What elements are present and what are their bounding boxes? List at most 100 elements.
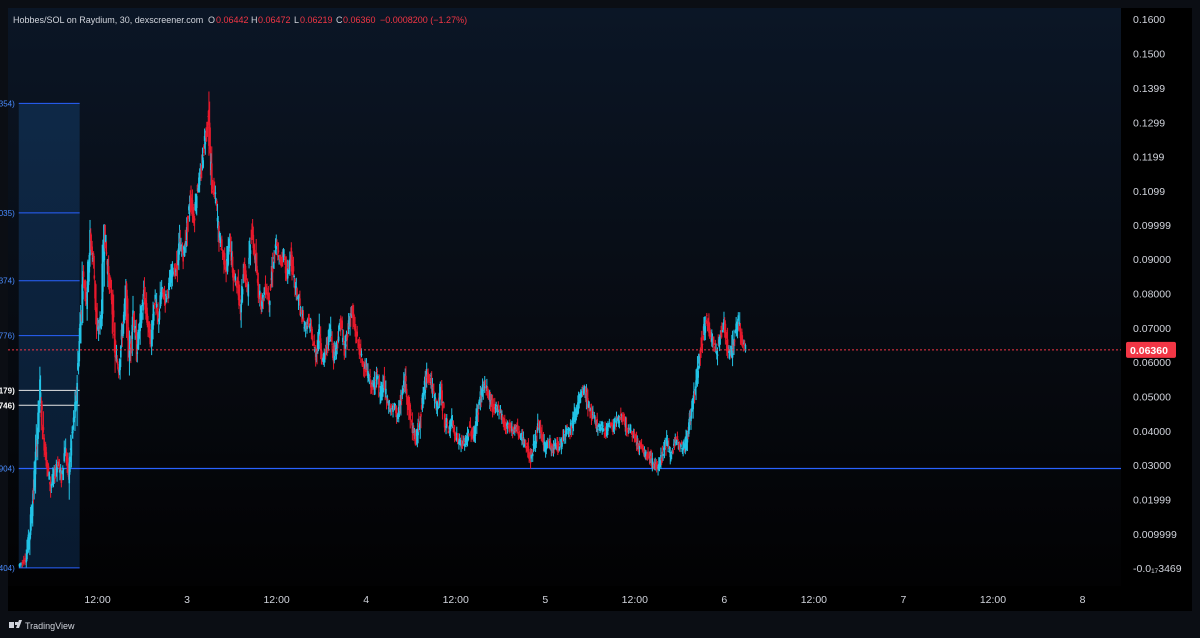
candle-body bbox=[664, 443, 667, 445]
candle-body bbox=[147, 321, 150, 324]
candle-body bbox=[564, 430, 566, 433]
candle-body bbox=[591, 410, 593, 414]
candle-body bbox=[377, 385, 380, 388]
candle-body bbox=[530, 454, 533, 459]
candle-body bbox=[695, 380, 697, 388]
candle-body bbox=[132, 315, 135, 327]
price-tick-label: 0.03000 bbox=[1133, 460, 1171, 472]
tradingview-logo[interactable]: TradingView bbox=[9, 620, 75, 631]
candle-body bbox=[458, 438, 461, 440]
candle-body bbox=[454, 433, 457, 440]
change-value: −0.0008200 (−1.27%) bbox=[380, 15, 467, 25]
candle-body bbox=[356, 331, 359, 337]
candle-body bbox=[476, 414, 479, 422]
candle-body bbox=[258, 290, 261, 298]
candle-body bbox=[196, 184, 199, 191]
price-axis[interactable] bbox=[1121, 8, 1192, 586]
candle-body bbox=[662, 453, 664, 456]
plot-area[interactable] bbox=[8, 8, 1121, 586]
candle-body bbox=[68, 462, 71, 484]
candle-body bbox=[205, 129, 208, 132]
candle-body bbox=[352, 313, 355, 321]
candle-body bbox=[180, 244, 182, 250]
time-tick-label: 12:00 bbox=[443, 594, 469, 606]
candle-body bbox=[103, 246, 106, 261]
candle-body bbox=[493, 404, 496, 406]
candle-body bbox=[602, 425, 604, 427]
fibonacci-retracement[interactable]: 0 (0.1354) 0.236 (0.1035) 0.382 (0.08374) 0… bbox=[0, 99, 1121, 573]
candle-body bbox=[540, 433, 543, 439]
candle-body bbox=[344, 344, 347, 347]
candle-body bbox=[676, 436, 679, 440]
candle-body bbox=[708, 327, 711, 332]
candle-body bbox=[318, 324, 321, 343]
candle-body bbox=[354, 325, 356, 332]
candle-body bbox=[564, 432, 567, 436]
candle-body bbox=[242, 274, 245, 280]
candle-body bbox=[720, 331, 722, 336]
time-tick-label: 8 bbox=[1080, 594, 1086, 606]
candle-body bbox=[323, 353, 326, 362]
candle-body bbox=[168, 282, 170, 290]
candle-body bbox=[402, 380, 405, 387]
candle-body bbox=[448, 431, 450, 433]
candle-body bbox=[582, 390, 585, 394]
axis-corner bbox=[1121, 586, 1192, 611]
candle-body bbox=[541, 436, 544, 439]
candle-body bbox=[655, 463, 657, 469]
candle-body bbox=[620, 413, 622, 417]
candle-body bbox=[675, 439, 678, 445]
candle-body bbox=[355, 335, 358, 340]
candle-body bbox=[162, 288, 164, 294]
candle-body bbox=[461, 444, 464, 447]
candle-body bbox=[629, 428, 631, 431]
candle-body bbox=[415, 433, 417, 442]
candle-body bbox=[368, 379, 371, 382]
candle-body bbox=[100, 315, 103, 323]
candle-body bbox=[460, 440, 463, 444]
candle-body bbox=[248, 257, 250, 264]
candle-body bbox=[633, 431, 636, 437]
candle-body bbox=[705, 321, 707, 323]
candle-body bbox=[501, 415, 504, 418]
candle-body bbox=[186, 223, 189, 233]
candle-body bbox=[694, 388, 697, 392]
candle-body bbox=[385, 397, 388, 400]
candle-body bbox=[724, 323, 727, 333]
candle-body bbox=[25, 560, 28, 563]
candle-body bbox=[213, 183, 215, 191]
candle-body bbox=[306, 325, 308, 330]
tradingview-brand: TradingView bbox=[25, 621, 75, 631]
candle-body bbox=[565, 428, 568, 434]
candle-body bbox=[617, 415, 620, 423]
candle-body bbox=[160, 287, 163, 297]
price-tick-label: 0.1099 bbox=[1133, 186, 1165, 198]
candle-body bbox=[274, 252, 276, 256]
candle-body bbox=[471, 430, 474, 437]
candle-body bbox=[481, 388, 483, 396]
candle-body bbox=[354, 329, 357, 336]
candle-body bbox=[618, 421, 621, 423]
time-tick-label: 12:00 bbox=[622, 594, 648, 606]
candle-body bbox=[126, 295, 129, 308]
candle-body bbox=[594, 416, 596, 423]
candle-body bbox=[377, 375, 379, 379]
candle-body bbox=[551, 444, 553, 450]
time-axis[interactable] bbox=[8, 586, 1121, 611]
candle-body bbox=[140, 312, 143, 324]
low-value: 0.06219 bbox=[300, 15, 333, 25]
open-label: O bbox=[208, 15, 215, 25]
candle-body bbox=[736, 326, 739, 331]
candle-body bbox=[665, 446, 667, 448]
candle-body bbox=[499, 411, 502, 413]
candle-body bbox=[380, 386, 383, 400]
candle-body bbox=[587, 398, 589, 409]
candle-body bbox=[613, 422, 616, 429]
candle-body bbox=[458, 441, 460, 445]
candle-body bbox=[366, 366, 369, 376]
candle-body bbox=[690, 410, 693, 412]
fib-level-label: 0.786 (0.02904) bbox=[0, 464, 15, 473]
candle-body bbox=[563, 436, 566, 439]
candle-body bbox=[107, 266, 110, 281]
